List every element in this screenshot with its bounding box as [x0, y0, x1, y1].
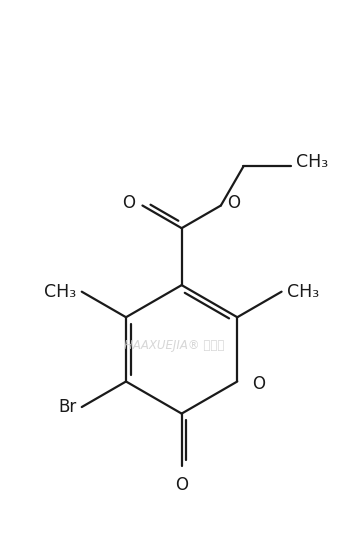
Text: CH₃: CH₃	[287, 283, 319, 301]
Text: O: O	[252, 375, 265, 393]
Text: O: O	[227, 194, 240, 212]
Text: CH₃: CH₃	[44, 283, 77, 301]
Text: Br: Br	[58, 398, 77, 416]
Text: CH₃: CH₃	[296, 153, 328, 171]
Text: O: O	[122, 194, 135, 212]
Text: HAAXUEJIA® 化学知: HAAXUEJIA® 化学知	[124, 339, 225, 352]
Text: O: O	[175, 475, 188, 494]
